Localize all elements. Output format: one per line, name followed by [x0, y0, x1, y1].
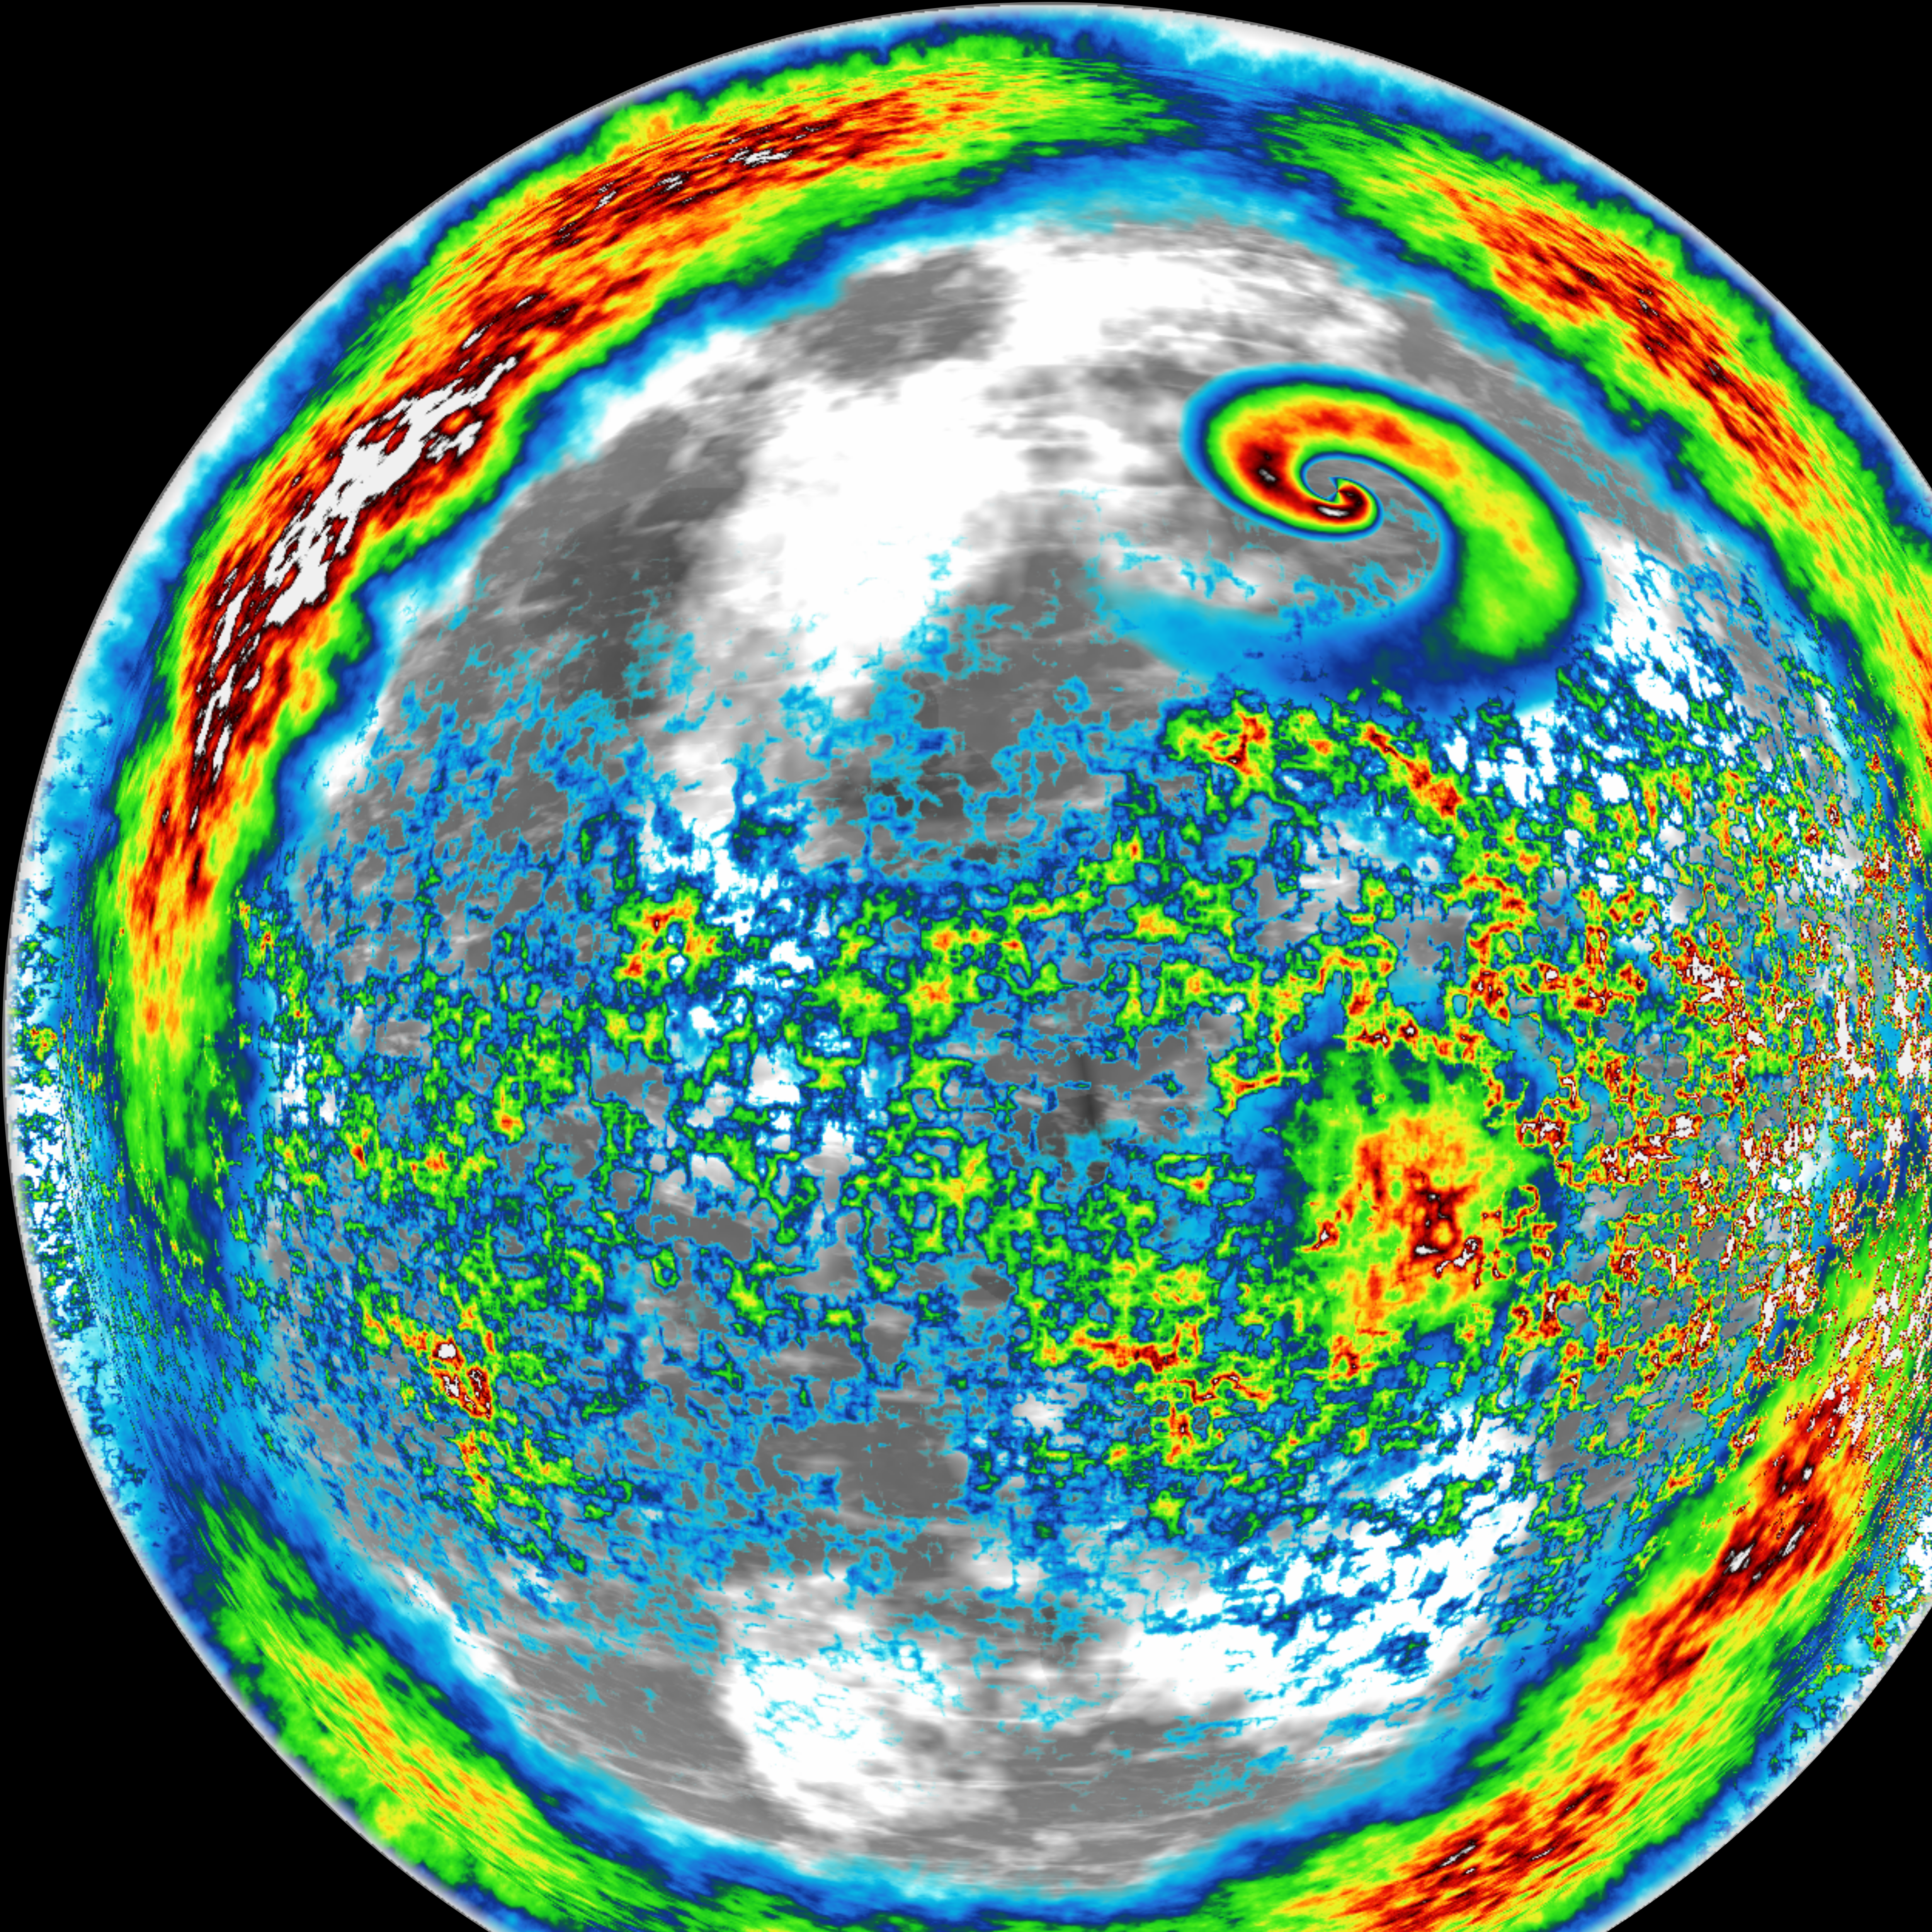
- earth-disk: [2, 2, 1932, 1932]
- infrared-imagery-canvas: [2, 2, 1932, 1932]
- satellite-image-viewport: [0, 0, 1932, 1932]
- earth-disk-wrapper: [0, 0, 1932, 1932]
